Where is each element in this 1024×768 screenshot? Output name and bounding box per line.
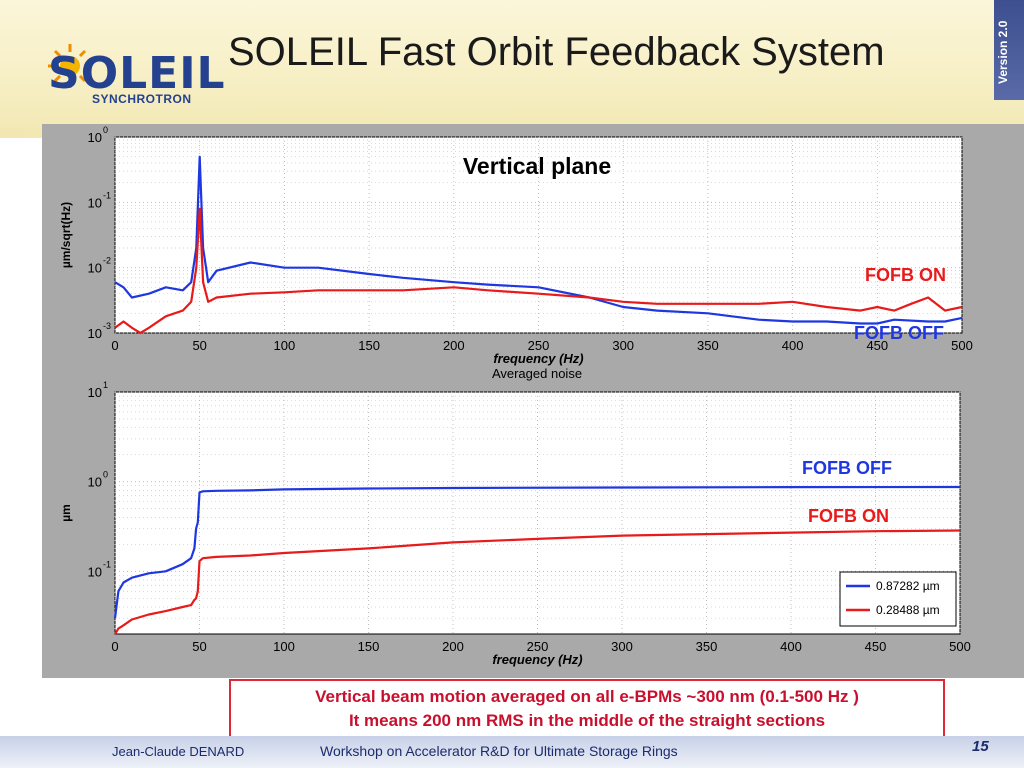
chart-frame: 0 50 100 150 200 250 300 350 400 450 500 10 0 10 -1 10-…: [42, 124, 1024, 678]
x-axis-label: frequency (Hz): [492, 652, 582, 667]
y-tick-exponent: 1: [103, 380, 108, 390]
sun-icon: [48, 44, 92, 88]
x-tick-label: 0: [111, 338, 118, 353]
series-annotation: FOFB OFF: [854, 323, 944, 343]
x-tick-label: 250: [527, 639, 549, 654]
series-line: [114, 155, 963, 325]
y-tick-base: 10: [88, 195, 102, 210]
x-tick-label: 350: [697, 338, 719, 353]
series-line: [113, 485, 961, 619]
x-tick-label: 300: [611, 639, 633, 654]
caption-line-1: Vertical beam motion averaged on all e-B…: [315, 687, 859, 706]
x-tick-label: 350: [696, 639, 718, 654]
y-tick-base: 10: [88, 261, 102, 276]
x-tick-label: 200: [442, 639, 464, 654]
x-tick-label: 400: [780, 639, 802, 654]
series-annotation: FOFB OFF: [802, 458, 892, 478]
footer-event: Workshop on Accelerator R&D for Ultimate…: [320, 743, 678, 759]
y-tick-exponent: -1: [103, 190, 111, 200]
x-tick-label: 200: [443, 338, 465, 353]
legend-box: [839, 571, 957, 627]
x-tick-label: 450: [866, 338, 888, 353]
x-tick-label: 250: [528, 338, 550, 353]
y-axis-label: µm: [59, 504, 73, 522]
x-tick-label: 50: [192, 639, 206, 654]
x-tick-label: 500: [951, 338, 973, 353]
series-line: [114, 529, 961, 635]
x-tick-label: 150: [358, 338, 380, 353]
x-axis-label: frequency (Hz): [493, 351, 583, 366]
legend-label: 0.28488 µm: [876, 603, 940, 617]
x-tick-label: 0: [111, 639, 118, 654]
series-line: [114, 207, 963, 335]
y-tick-base: 10: [88, 475, 102, 490]
x-tick-label: 100: [273, 639, 295, 654]
chart-title: Vertical plane: [463, 153, 611, 179]
footer-author: Jean-Claude DENARD: [112, 744, 245, 759]
y-tick-exponent: -1: [103, 559, 111, 569]
series-annotation: FOFB ON: [808, 506, 889, 526]
y-tick-base: 10: [88, 564, 102, 579]
x-tick-label: 100: [274, 338, 296, 353]
x-tick-label: 50: [192, 338, 206, 353]
header-band: [0, 0, 1024, 128]
y-tick-exponent: 0: [103, 125, 108, 135]
x-tick-label: 300: [612, 338, 634, 353]
legend-label: 0.87282 µm: [876, 579, 940, 593]
chart-title: Averaged noise: [492, 366, 582, 381]
y-tick-exponent: 0: [103, 470, 108, 480]
x-tick-label: 400: [782, 338, 804, 353]
series-annotation: FOFB ON: [865, 265, 946, 285]
logo-subtitle: SYNCHROTRON: [92, 92, 192, 106]
y-axis-label: µm/sqrt(Hz): [59, 202, 73, 268]
logo-text: SOLEIL: [48, 48, 226, 99]
caption-box: Vertical beam motion averaged on all e-B…: [229, 679, 945, 739]
x-tick-label: 150: [358, 639, 380, 654]
x-tick-label: 450: [865, 639, 887, 654]
version-bar: [994, 0, 1024, 100]
page-title: SOLEIL Fast Orbit Feedback System: [228, 30, 885, 74]
y-tick-base: 10: [88, 326, 102, 341]
y-tick-exponent: -2: [103, 256, 111, 266]
footer-bar: [0, 736, 1024, 768]
y-tick-exponent: -3: [103, 321, 111, 331]
y-tick-base: 10: [88, 130, 102, 145]
version-label: Version 2.0: [996, 20, 1010, 84]
y-tick-base: 10: [88, 385, 102, 400]
caption-line-2: It means 200 nm RMS in the middle of the…: [348, 711, 826, 730]
page-number: 15: [972, 738, 989, 755]
x-tick-label: 500: [949, 639, 971, 654]
